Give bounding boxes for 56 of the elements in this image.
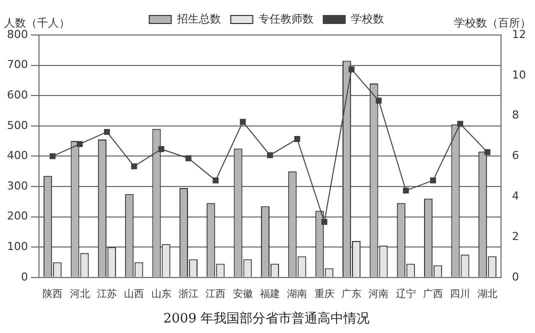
x-tick-label: 山东 — [151, 288, 172, 300]
y2-tick-label: 4 — [512, 189, 520, 202]
x-tick-label: 重庆 — [314, 288, 334, 300]
x-tick-label: 山西 — [124, 288, 144, 300]
y-axis-title: 人数（千人） — [4, 16, 70, 30]
x-tick-label: 江西 — [206, 288, 226, 300]
point — [376, 98, 382, 104]
y-tick-label: 500 — [6, 118, 28, 132]
point — [104, 128, 110, 135]
y-tick-label: 800 — [6, 28, 28, 41]
y2-tick-label: 8 — [512, 108, 520, 122]
point — [158, 146, 164, 152]
legend-label: 专任教师数 — [258, 12, 314, 26]
point — [267, 152, 273, 158]
x-tick-label: 湖北 — [477, 288, 498, 300]
point — [430, 177, 436, 184]
point — [185, 155, 192, 162]
point — [76, 141, 83, 148]
point — [402, 188, 409, 194]
point — [484, 149, 490, 156]
x-tick-label: 湖南 — [287, 288, 308, 300]
legend-label: 招生总数 — [176, 12, 221, 26]
y-tick-label: 100 — [6, 240, 28, 253]
x-tick-label: 河北 — [70, 288, 90, 300]
x-tick-label: 陕西 — [42, 288, 63, 300]
point — [131, 163, 138, 170]
y2-tick-label: 10 — [512, 68, 526, 82]
point — [50, 153, 56, 160]
y2-tick-label: 2 — [512, 230, 520, 243]
point — [321, 218, 328, 225]
x-tick-label: 浙江 — [178, 288, 198, 300]
x-tick-label: 江苏 — [96, 288, 117, 300]
y-tick-label: 400 — [6, 149, 28, 162]
x-tick-label: 安徽 — [232, 288, 253, 300]
x-tick-label: 广西 — [423, 288, 444, 300]
x-tick-label: 福建 — [260, 288, 280, 300]
y2-tick-label: 12 — [512, 28, 526, 41]
y2-tick-label: 6 — [512, 149, 520, 162]
x-tick-label: 河南 — [368, 288, 389, 300]
y-tick-label: 0 — [20, 270, 28, 284]
point — [212, 177, 219, 184]
text: 2009 年我国部分省市普通高中情况 — [163, 310, 370, 327]
y2-tick-label: 0 — [512, 270, 520, 284]
point — [348, 66, 355, 72]
x-tick-label: 辽宁 — [396, 288, 416, 300]
point — [457, 120, 464, 127]
legend-label: 学校数 — [350, 12, 384, 26]
x-tick-label: 广东 — [342, 288, 362, 300]
y-tick-label: 700 — [6, 58, 28, 72]
y2-axis-title: 学校数（百所） — [454, 16, 531, 30]
y-tick-label: 200 — [6, 210, 28, 223]
point — [240, 118, 246, 125]
x-tick-label: 四川 — [450, 288, 470, 300]
point — [294, 136, 300, 142]
y-tick-label: 300 — [6, 179, 28, 192]
y-tick-label: 600 — [6, 88, 28, 102]
